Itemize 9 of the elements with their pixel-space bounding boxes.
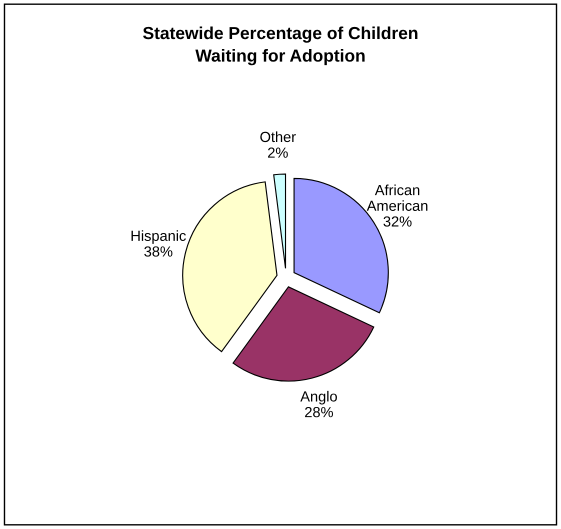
slice-label: Anglo [300, 390, 337, 404]
data-label: 2% [268, 147, 288, 158]
data-label: 32% [383, 216, 412, 227]
slice-label: Hispanic [132, 230, 186, 244]
slice-label: African American [366, 184, 428, 211]
data-label: 28% [305, 406, 333, 418]
chart-title: Statewide Percentage of Children Waiting for Adoption [143, 26, 418, 66]
slice-label: Other [260, 131, 296, 142]
data-label: 38% [144, 246, 172, 257]
